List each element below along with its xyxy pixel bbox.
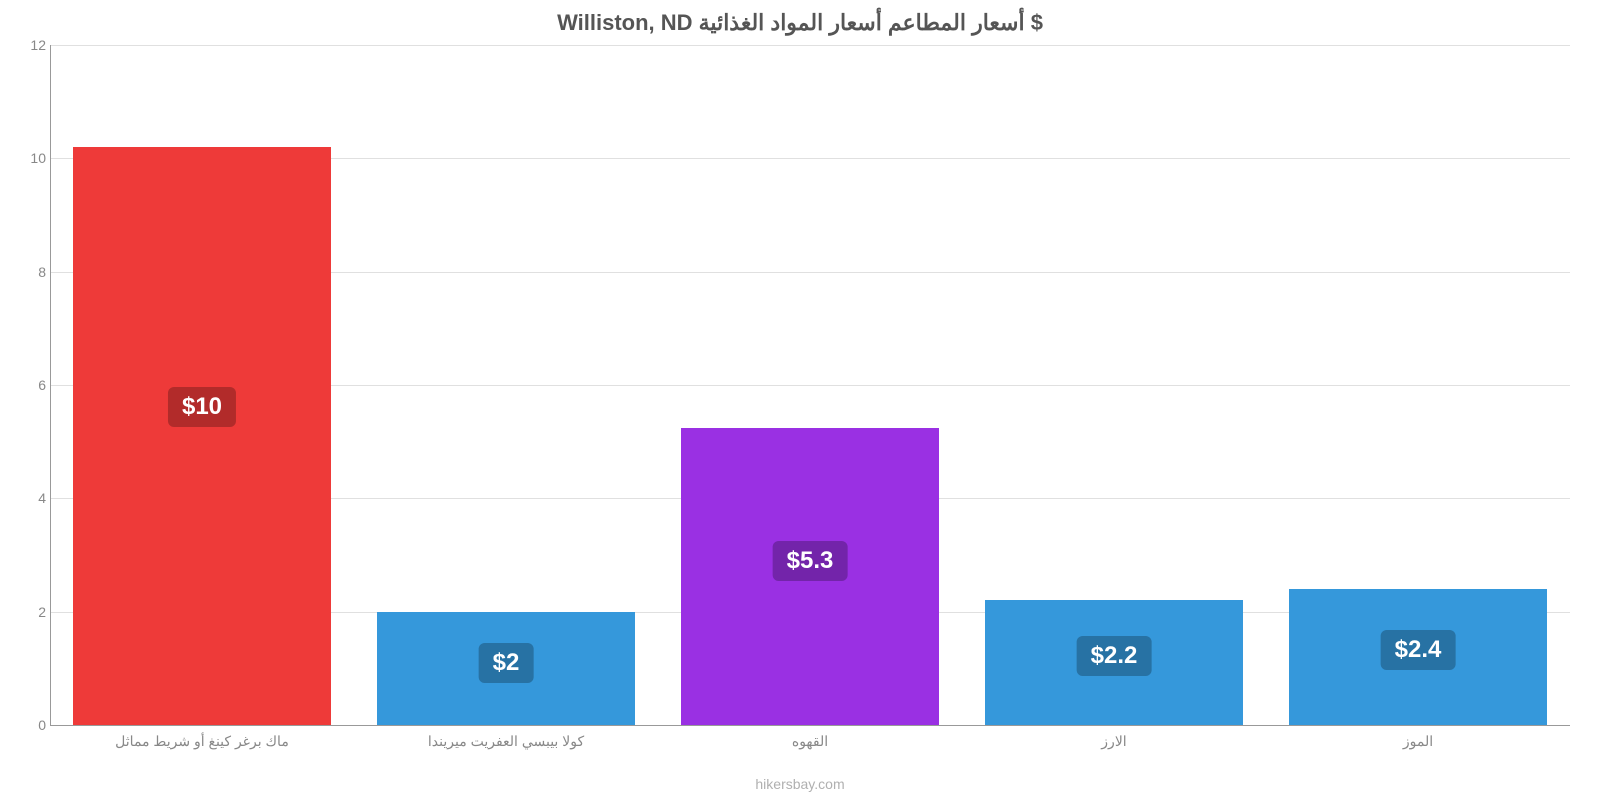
plot-area: 024681012$10ماك برغر كينغ أو شريط مماثل$…: [50, 45, 1570, 725]
price-chart: Williston, ND أسعار المطاعم أسعار المواد…: [0, 0, 1600, 800]
x-tick-label: القهوه: [792, 733, 828, 750]
x-tick-label: الارز: [1101, 733, 1126, 750]
bar-value-label: $2.4: [1381, 630, 1456, 670]
x-axis: [50, 725, 1570, 726]
bar-value-label: $5.3: [773, 541, 848, 581]
y-tick-label: 10: [18, 150, 46, 166]
y-tick-label: 4: [18, 490, 46, 506]
bar-value-label: $2.2: [1077, 636, 1152, 676]
x-tick-label: الموز: [1403, 733, 1433, 750]
x-tick-label: ماك برغر كينغ أو شريط مماثل: [115, 733, 289, 750]
y-tick-label: 2: [18, 604, 46, 620]
bar: [73, 147, 331, 725]
y-tick-label: 6: [18, 377, 46, 393]
source-label: hikersbay.com: [0, 776, 1600, 792]
y-tick-label: 0: [18, 717, 46, 733]
y-tick-label: 8: [18, 264, 46, 280]
x-tick-label: كولا بيبسي العفريت ميريندا: [428, 733, 584, 750]
bar-value-label: $2: [479, 643, 534, 683]
chart-title: Williston, ND أسعار المطاعم أسعار المواد…: [0, 10, 1600, 36]
y-axis: [50, 45, 51, 725]
bar-value-label: $10: [168, 387, 236, 427]
grid-line: [50, 45, 1570, 46]
y-tick-label: 12: [18, 37, 46, 53]
